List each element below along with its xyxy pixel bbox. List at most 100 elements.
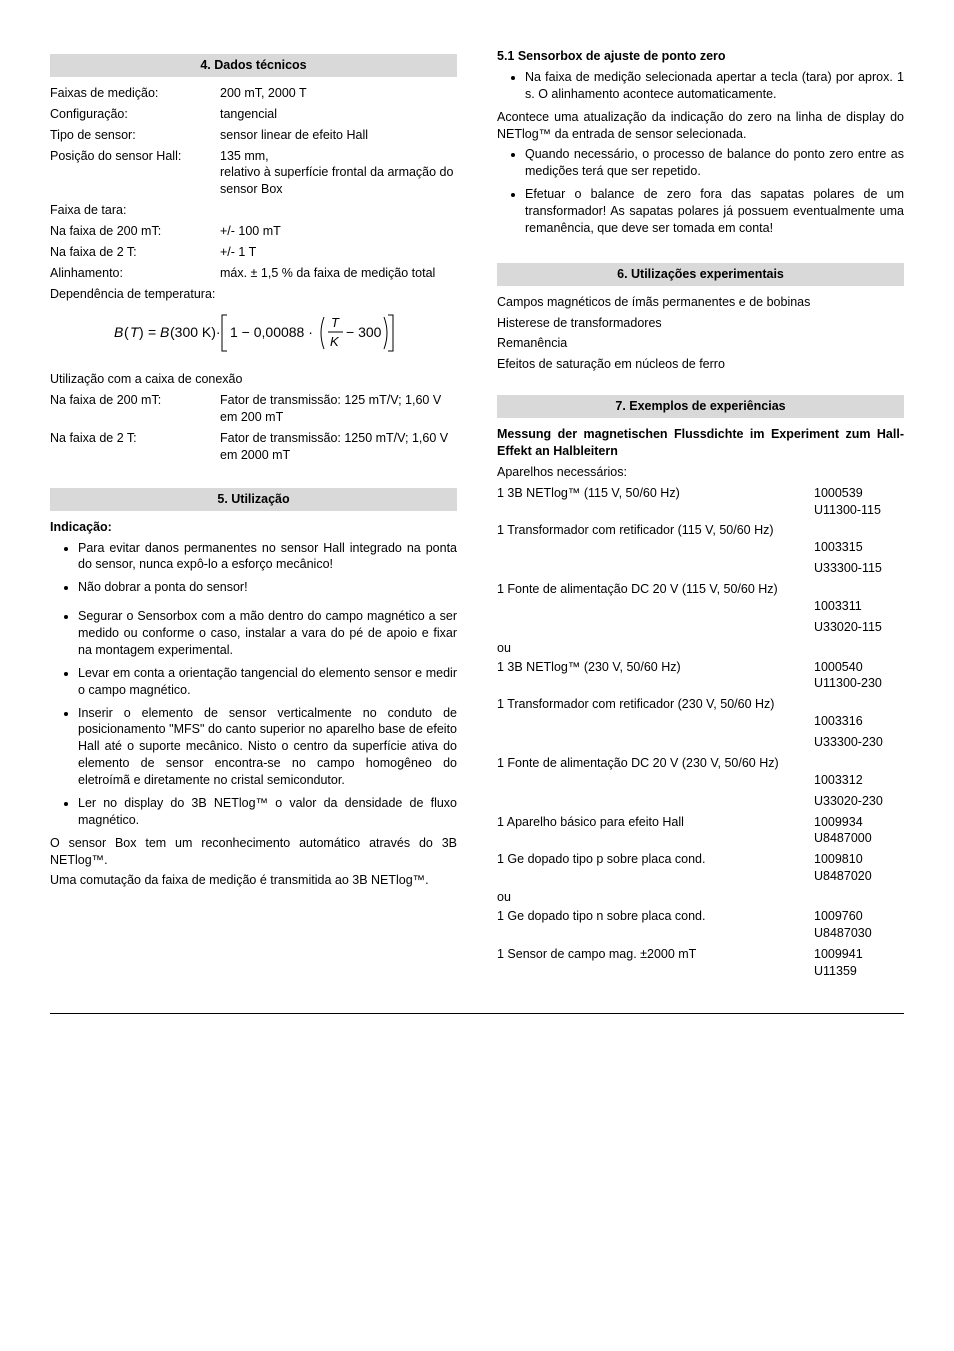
spec-label: Posição do sensor Hall: bbox=[50, 148, 220, 199]
spec-label: Faixa de tara: bbox=[50, 202, 220, 219]
equip-row: 1 Transformador com retificador (230 V, … bbox=[497, 696, 904, 713]
conn-row: Na faixa de 2 T:Fator de transmissão: 12… bbox=[50, 430, 457, 464]
right-column: 5.1 Sensorbox de ajuste de ponto zero Na… bbox=[497, 40, 904, 983]
section-7-header: 7. Exemplos de experiências bbox=[497, 395, 904, 418]
list-item: Efetuar o balance de zero fora das sapat… bbox=[525, 186, 904, 237]
equip-name: 1 Sensor de campo mag. ±2000 mT bbox=[497, 946, 814, 963]
footer-separator bbox=[50, 1013, 904, 1014]
section-5-1-header: 5.1 Sensorbox de ajuste de ponto zero bbox=[497, 48, 904, 65]
equip-code: 1003316 bbox=[814, 713, 904, 730]
svg-text:T: T bbox=[331, 315, 340, 330]
equip-code: U8487020 bbox=[814, 868, 904, 885]
equip-code: U33020-230 bbox=[814, 793, 904, 810]
equip-code: U11359 bbox=[814, 963, 904, 980]
sec6-line: Efeitos de saturação em núcleos de ferro bbox=[497, 356, 904, 373]
equip-code: 1009941 bbox=[814, 946, 904, 963]
equip-name: 1 Transformador com retificador (115 V, … bbox=[497, 522, 904, 539]
conn-label: Na faixa de 2 T: bbox=[50, 430, 220, 464]
svg-text:K: K bbox=[330, 334, 340, 349]
conn-row: Na faixa de 200 mT:Fator de transmissão:… bbox=[50, 392, 457, 426]
spec-label: Configuração: bbox=[50, 106, 220, 123]
equip-row: 1 Aparelho básico para efeito Hall100993… bbox=[497, 814, 904, 831]
spec-label: Na faixa de 2 T: bbox=[50, 244, 220, 261]
equip-code: 1000540 bbox=[814, 659, 904, 676]
equip-separator: ou bbox=[497, 640, 904, 657]
equip-code-row: U33300-230 bbox=[497, 734, 904, 751]
equipment-list: 1 3B NETlog™ (115 V, 50/60 Hz)1000539U11… bbox=[497, 485, 904, 980]
svg-text:(300 K)·: (300 K)· bbox=[170, 324, 221, 340]
spec-row: Tipo de sensor:sensor linear de efeito H… bbox=[50, 127, 457, 144]
equip-separator: ou bbox=[497, 889, 904, 906]
equip-row: 1 Fonte de alimentação DC 20 V (230 V, 5… bbox=[497, 755, 904, 772]
spec-value: +/- 1 T bbox=[220, 244, 457, 261]
equip-code: 1009810 bbox=[814, 851, 904, 868]
list-item: Para evitar danos permanentes no sensor … bbox=[78, 540, 457, 574]
equip-code-row: 1003312 bbox=[497, 772, 904, 789]
list-item: Não dobrar a ponta do sensor! bbox=[78, 579, 457, 596]
specs-table: Faixas de medição:200 mT, 2000 TConfigur… bbox=[50, 85, 457, 282]
section-5-header: 5. Utilização bbox=[50, 488, 457, 511]
equip-code: U33300-230 bbox=[814, 734, 904, 751]
formula-text: B bbox=[114, 324, 123, 340]
spec-value: máx. ± 1,5 % da faixa de medição total bbox=[220, 265, 457, 282]
warning-list: Para evitar danos permanentes no sensor … bbox=[50, 540, 457, 597]
equip-code-row: 1003316 bbox=[497, 713, 904, 730]
equip-code-row: U33020-115 bbox=[497, 619, 904, 636]
spec-value: tangencial bbox=[220, 106, 457, 123]
sec6-line: Histerese de transformadores bbox=[497, 315, 904, 332]
svg-text:− 300: − 300 bbox=[346, 324, 382, 340]
conn-label: Na faixa de 200 mT: bbox=[50, 392, 220, 426]
spec-label: Faixas de medição: bbox=[50, 85, 220, 102]
connection-box-title: Utilização com a caixa de conexão bbox=[50, 371, 457, 388]
paragraph: O sensor Box tem um reconhecimento autom… bbox=[50, 835, 457, 869]
equip-row: 1 3B NETlog™ (230 V, 50/60 Hz)1000540 bbox=[497, 659, 904, 676]
equip-name: 1 Fonte de alimentação DC 20 V (115 V, 5… bbox=[497, 581, 904, 598]
spec-value bbox=[220, 202, 457, 219]
spec-row: Faixas de medição:200 mT, 2000 T bbox=[50, 85, 457, 102]
conn-value: Fator de transmissão: 1250 mT/V; 1,60 V … bbox=[220, 430, 457, 464]
equip-name: 1 Transformador com retificador (230 V, … bbox=[497, 696, 904, 713]
spec-value: sensor linear de efeito Hall bbox=[220, 127, 457, 144]
equip-name: 1 Aparelho básico para efeito Hall bbox=[497, 814, 814, 831]
equip-code: U8487030 bbox=[814, 925, 904, 942]
equip-code-row: U8487000 bbox=[497, 830, 904, 847]
spec-row: Posição do sensor Hall:135 mm, relativo … bbox=[50, 148, 457, 199]
svg-text:1 − 0,00088 ·: 1 − 0,00088 · bbox=[230, 324, 313, 340]
list-item: Levar em conta a orientação tangencial d… bbox=[78, 665, 457, 699]
equip-name: 1 Ge dopado tipo p sobre placa cond. bbox=[497, 851, 814, 868]
section-4-header: 4. Dados técnicos bbox=[50, 54, 457, 77]
indicacao-label: Indicação: bbox=[50, 519, 457, 536]
paragraph: Uma comutação da faixa de medição é tran… bbox=[50, 872, 457, 889]
sec51-bullet-1: Na faixa de medição selecionada apertar … bbox=[497, 69, 904, 103]
equip-row: 1 Transformador com retificador (115 V, … bbox=[497, 522, 904, 539]
list-item: Na faixa de medição selecionada apertar … bbox=[525, 69, 904, 103]
spec-row: Na faixa de 200 mT:+/- 100 mT bbox=[50, 223, 457, 240]
equip-code: U8487000 bbox=[814, 830, 904, 847]
svg-text:(: ( bbox=[124, 324, 129, 340]
conn-value: Fator de transmissão: 125 mT/V; 1,60 V e… bbox=[220, 392, 457, 426]
spec-value: +/- 100 mT bbox=[220, 223, 457, 240]
equip-code-row: U11359 bbox=[497, 963, 904, 980]
equip-row: 1 3B NETlog™ (115 V, 50/60 Hz)1000539 bbox=[497, 485, 904, 502]
equipment-label: Aparelhos necessários: bbox=[497, 464, 904, 481]
spec-row: Na faixa de 2 T:+/- 1 T bbox=[50, 244, 457, 261]
sec6-line: Campos magnéticos de ímãs permanentes e … bbox=[497, 294, 904, 311]
equip-code: U33020-115 bbox=[814, 619, 904, 636]
equip-code-row: U8487020 bbox=[497, 868, 904, 885]
list-item: Quando necessário, o processo de balance… bbox=[525, 146, 904, 180]
spec-row: Alinhamento:máx. ± 1,5 % da faixa de med… bbox=[50, 265, 457, 282]
spec-label: Tipo de sensor: bbox=[50, 127, 220, 144]
section-6-body: Campos magnéticos de ímãs permanentes e … bbox=[497, 294, 904, 374]
equip-code-row: U11300-115 bbox=[497, 502, 904, 519]
equip-row: 1 Ge dopado tipo n sobre placa cond.1009… bbox=[497, 908, 904, 925]
spec-value: 200 mT, 2000 T bbox=[220, 85, 457, 102]
spec-label: Alinhamento: bbox=[50, 265, 220, 282]
experiment-subtitle: Messung der magnetischen Flussdichte im … bbox=[497, 426, 904, 460]
svg-text:): ) bbox=[139, 324, 144, 340]
list-item: Inserir o elemento de sensor verticalmen… bbox=[78, 705, 457, 789]
equip-code-row: U8487030 bbox=[497, 925, 904, 942]
spec-row: Faixa de tara: bbox=[50, 202, 457, 219]
equip-code: 1000539 bbox=[814, 485, 904, 502]
connection-rows: Na faixa de 200 mT:Fator de transmissão:… bbox=[50, 392, 457, 464]
equip-code: 1009934 bbox=[814, 814, 904, 831]
